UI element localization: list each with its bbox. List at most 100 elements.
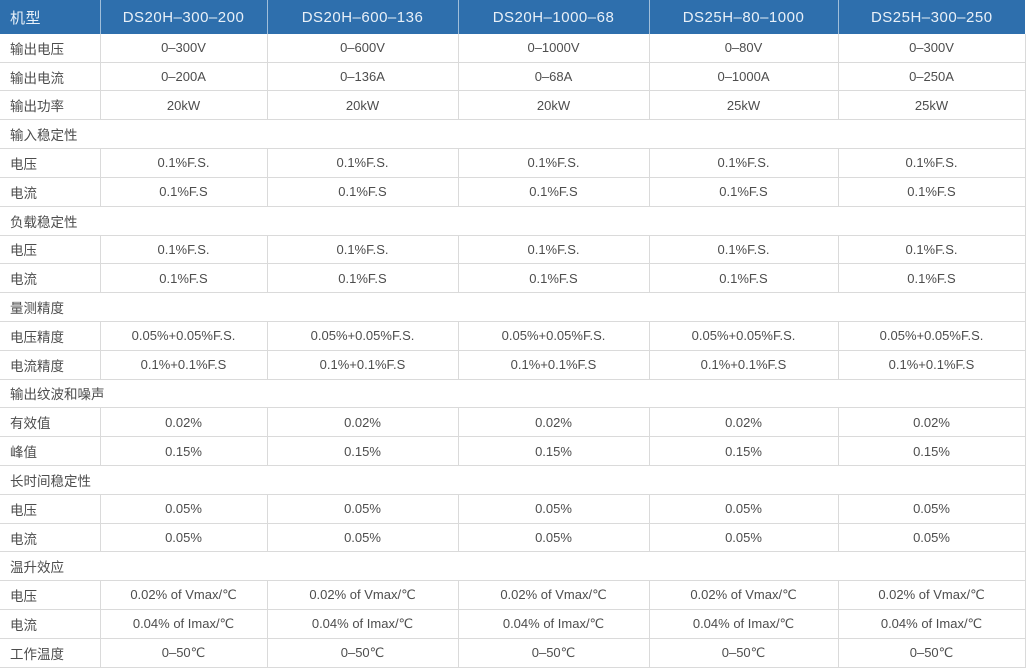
- value-cell: 0–80V: [648, 34, 838, 63]
- table-row: 电流 0.04% of Imax/℃ 0.04% of Imax/℃ 0.04% of…: [0, 609, 1026, 639]
- value-cell: 0.05%: [648, 523, 838, 553]
- section-row: 输入稳定性: [0, 119, 1026, 150]
- value-cell: 0.02%: [837, 407, 1026, 438]
- row-label: 输出电压: [0, 34, 100, 63]
- spec-table-header: 机型 DS20H–300–200 DS20H–600–136 DS20H–100…: [0, 0, 1025, 34]
- value-cell: 0–50℃: [99, 638, 267, 669]
- section-label: 量测精度: [0, 292, 1026, 322]
- table-row: 输出电流 0–200A 0–136A 0–68A 0–1000A 0–250A: [0, 62, 1026, 92]
- value-cell: 0.1%+0.1%F.S: [99, 350, 267, 380]
- value-cell: 0.05%: [457, 494, 649, 524]
- row-label: 峰值: [0, 436, 100, 466]
- value-cell: 0–600V: [266, 34, 458, 63]
- row-label: 电压精度: [0, 321, 100, 351]
- value-cell: 0.05%: [837, 523, 1026, 553]
- value-cell: 0.04% of Imax/℃: [457, 609, 649, 639]
- row-label: 电压: [0, 148, 100, 178]
- value-cell: 25kW: [837, 90, 1026, 121]
- header-model-cell: DS25H–300–250: [837, 0, 1025, 34]
- value-cell: 0.15%: [837, 436, 1026, 466]
- value-cell: 0.02%: [266, 407, 458, 438]
- header-model-label: 机型: [0, 0, 100, 34]
- table-row: 电压 0.1%F.S. 0.1%F.S. 0.1%F.S. 0.1%F.S. 0.1%F.…: [0, 148, 1026, 178]
- value-cell: 0.1%F.S: [99, 263, 267, 294]
- row-label: 输出功率: [0, 90, 100, 121]
- value-cell: 0.02%: [648, 407, 838, 438]
- value-cell: 25kW: [648, 90, 838, 121]
- value-cell: 0.1%+0.1%F.S: [648, 350, 838, 380]
- header-model-cell: DS20H–600–136: [266, 0, 458, 34]
- value-cell: 0.1%F.S: [837, 177, 1026, 207]
- section-label: 输出纹波和噪声: [0, 379, 1026, 409]
- section-row: 温升效应: [0, 551, 1026, 582]
- value-cell: 0–50℃: [837, 638, 1026, 669]
- spec-table-body: 输出电压 0–300V 0–600V 0–1000V 0–80V 0–300V 输出电流 0–…: [0, 34, 1026, 669]
- value-cell: 0.1%F.S.: [837, 148, 1026, 178]
- row-label: 输出电流: [0, 62, 100, 92]
- value-cell: 0.1%F.S.: [266, 235, 458, 265]
- value-cell: 0.05%: [266, 494, 458, 524]
- value-cell: 0.1%F.S: [837, 263, 1026, 294]
- value-cell: 0.05%+0.05%F.S.: [266, 321, 458, 351]
- value-cell: 0.02% of Vmax/℃: [266, 580, 458, 611]
- value-cell: 0.02%: [99, 407, 267, 438]
- table-row: 电压 0.05% 0.05% 0.05% 0.05% 0.05%: [0, 494, 1026, 524]
- table-row: 电流精度 0.1%+0.1%F.S 0.1%+0.1%F.S 0.1%+0.1%F.S…: [0, 350, 1026, 380]
- value-cell: 0.02% of Vmax/℃: [457, 580, 649, 611]
- row-label: 电压: [0, 235, 100, 265]
- table-row: 电压 0.1%F.S. 0.1%F.S. 0.1%F.S. 0.1%F.S. 0.1%F.…: [0, 235, 1026, 265]
- value-cell: 0–68A: [457, 62, 649, 92]
- value-cell: 0.04% of Imax/℃: [266, 609, 458, 639]
- value-cell: 0.05%+0.05%F.S.: [648, 321, 838, 351]
- value-cell: 0.05%: [648, 494, 838, 524]
- value-cell: 0–1000V: [457, 34, 649, 63]
- table-row: 电流 0.1%F.S 0.1%F.S 0.1%F.S 0.1%F.S 0.1%F.S: [0, 177, 1026, 207]
- value-cell: 0.1%F.S.: [648, 148, 838, 178]
- value-cell: 0.04% of Imax/℃: [837, 609, 1026, 639]
- table-row: 工作温度 0–50℃ 0–50℃ 0–50℃ 0–50℃ 0–50℃: [0, 638, 1026, 669]
- row-label: 工作温度: [0, 638, 100, 669]
- header-model-cell: DS20H–1000–68: [457, 0, 649, 34]
- section-label: 长时间稳定性: [0, 465, 1026, 495]
- value-cell: 0.1%F.S.: [99, 148, 267, 178]
- value-cell: 0.1%F.S.: [648, 235, 838, 265]
- section-row: 长时间稳定性: [0, 465, 1026, 495]
- table-row: 输出电压 0–300V 0–600V 0–1000V 0–80V 0–300V: [0, 34, 1026, 63]
- value-cell: 0.1%F.S: [648, 177, 838, 207]
- value-cell: 0.1%+0.1%F.S: [266, 350, 458, 380]
- section-label: 温升效应: [0, 551, 1026, 582]
- value-cell: 0–136A: [266, 62, 458, 92]
- value-cell: 0.05%: [837, 494, 1026, 524]
- value-cell: 20kW: [457, 90, 649, 121]
- table-row: 有效值 0.02% 0.02% 0.02% 0.02% 0.02%: [0, 407, 1026, 438]
- row-label: 电压: [0, 580, 100, 611]
- value-cell: 0.1%F.S: [266, 263, 458, 294]
- row-label: 电流: [0, 609, 100, 639]
- value-cell: 0.1%F.S.: [837, 235, 1026, 265]
- header-model-cell: DS20H–300–200: [99, 0, 267, 34]
- value-cell: 0.15%: [457, 436, 649, 466]
- value-cell: 0.15%: [648, 436, 838, 466]
- row-label: 电流: [0, 263, 100, 294]
- value-cell: 0.05%+0.05%F.S.: [99, 321, 267, 351]
- value-cell: 0.02% of Vmax/℃: [837, 580, 1026, 611]
- table-row: 输出功率 20kW 20kW 20kW 25kW 25kW: [0, 90, 1026, 121]
- value-cell: 0.05%: [266, 523, 458, 553]
- value-cell: 0.1%F.S.: [99, 235, 267, 265]
- value-cell: 0.05%: [99, 523, 267, 553]
- value-cell: 0–250A: [837, 62, 1026, 92]
- value-cell: 0.04% of Imax/℃: [99, 609, 267, 639]
- section-label: 输入稳定性: [0, 119, 1026, 150]
- row-label: 有效值: [0, 407, 100, 438]
- row-label: 电流: [0, 523, 100, 553]
- value-cell: 0–50℃: [457, 638, 649, 669]
- value-cell: 0.05%: [99, 494, 267, 524]
- table-row: 电流 0.05% 0.05% 0.05% 0.05% 0.05%: [0, 523, 1026, 553]
- value-cell: 0.15%: [266, 436, 458, 466]
- value-cell: 0.02% of Vmax/℃: [648, 580, 838, 611]
- table-row: 峰值 0.15% 0.15% 0.15% 0.15% 0.15%: [0, 436, 1026, 466]
- value-cell: 0.1%F.S: [457, 177, 649, 207]
- value-cell: 0–300V: [99, 34, 267, 63]
- row-label: 电压: [0, 494, 100, 524]
